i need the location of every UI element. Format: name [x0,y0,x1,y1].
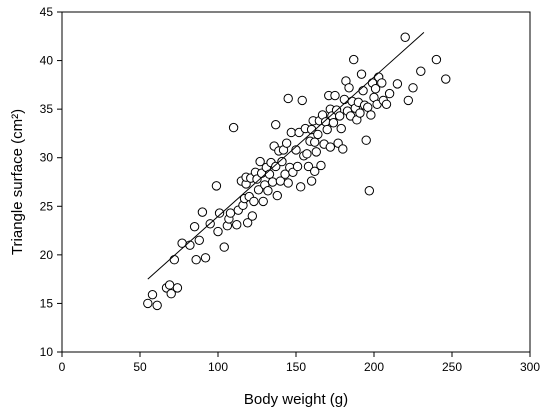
data-point [381,99,392,109]
data-point [292,161,303,172]
data-point [185,240,195,250]
data-point [200,253,211,263]
data-point [384,88,395,99]
data-point [194,235,204,245]
data-point [295,182,306,192]
x-tick-label: 0 [59,360,66,374]
data-point [334,111,345,121]
data-point [322,124,332,135]
data-point [228,122,239,133]
y-tick-label: 15 [40,296,54,310]
x-tick-label: 250 [442,360,462,374]
y-tick-label: 25 [40,199,54,213]
data-point [211,181,222,191]
data-point [306,176,317,186]
y-axis-title: Triangle surface (cm²) [9,109,26,255]
y-tick-label: 10 [40,345,54,359]
data-point [271,119,281,130]
data-point [166,289,176,299]
x-axis-ticks: 0 50 100 150 200 250 300 [59,352,540,374]
data-point [330,90,340,101]
data-point [267,177,278,187]
data-point [213,226,223,237]
data-point [302,149,312,159]
x-tick-label: 50 [133,360,147,374]
data-point [361,135,371,145]
data-point [263,186,273,196]
data-point [272,190,282,201]
data-point [214,208,225,218]
data-point [247,211,258,221]
data-point [392,79,403,89]
data-point [189,221,200,232]
data-point [258,196,268,207]
plot-frame [61,11,531,353]
data-point [400,32,410,42]
y-tick-label: 35 [40,102,54,116]
data-point [364,186,375,196]
data-point [283,93,293,104]
data-point [152,300,162,311]
data-point [403,95,414,106]
y-tick-label: 45 [40,5,54,19]
data-point [355,108,365,118]
data-point [264,169,275,179]
data-point [255,156,265,167]
data-point [271,161,281,172]
data-point [408,83,418,93]
data-point [169,255,180,265]
data-point [431,54,442,65]
data-point [219,242,229,252]
data-point [363,102,373,112]
data-point [286,127,297,138]
data-point [281,138,292,148]
data-point [349,54,359,65]
y-tick-label: 40 [40,54,54,68]
data-point [253,185,264,195]
data-point [310,137,320,147]
data-point [197,207,208,217]
data-point [336,123,346,134]
data-point [441,74,451,84]
data-point [277,156,287,167]
data-point [366,110,376,120]
data-point [283,178,293,188]
data-point [358,85,368,96]
data-point [147,289,158,300]
data-point [338,144,348,154]
data-point [297,95,307,106]
data-point [339,94,350,105]
regression-line [147,32,425,280]
data-point [143,298,153,309]
y-axis-ticks: 10 15 20 25 30 35 40 45 [40,5,62,359]
data-point [416,66,426,76]
data-point [310,166,320,177]
data-point [313,129,323,140]
data-point [242,218,253,228]
data-point [232,220,242,230]
x-tick-label: 100 [208,360,228,374]
data-point [356,69,367,79]
data-point [370,84,381,94]
data-point [249,196,259,207]
data-point [328,118,339,128]
data-point [325,142,336,152]
data-point [225,208,236,218]
x-tick-label: 200 [364,360,384,374]
data-point [164,280,175,290]
x-axis-title: Body weight (g) [244,391,348,408]
data-point [316,160,326,171]
data-point [191,255,201,265]
data-point [377,78,387,88]
x-tick-label: 150 [286,360,306,374]
data-points [143,32,451,311]
y-tick-label: 20 [40,248,54,262]
data-point [172,283,183,293]
data-point [311,147,321,157]
data-point [303,161,314,172]
y-tick-label: 30 [40,151,54,165]
x-tick-label: 300 [520,360,540,374]
data-point [344,83,354,93]
